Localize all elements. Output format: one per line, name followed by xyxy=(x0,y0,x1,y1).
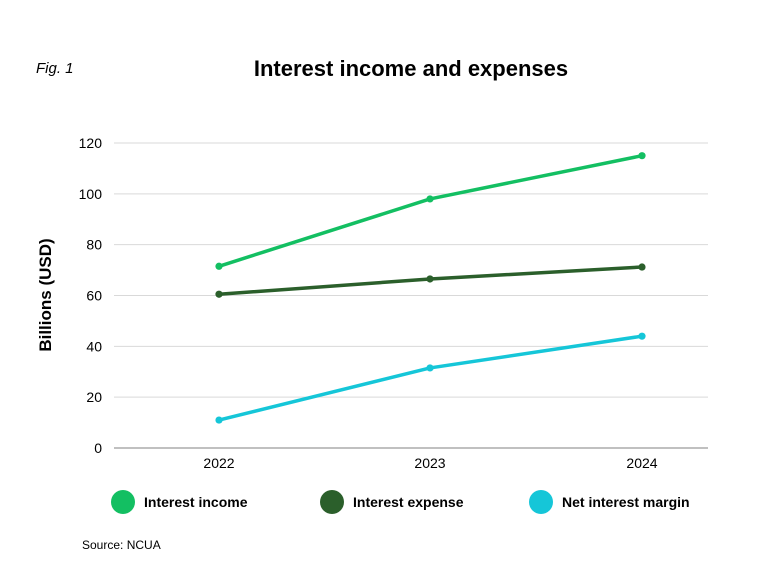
legend-swatch-interest-expense xyxy=(320,490,344,514)
y-axis-label: Billions (USD) xyxy=(36,238,55,351)
series-line-interest-income xyxy=(217,153,644,269)
y-tick-labels: 0 20 40 60 80 100 120 xyxy=(79,135,103,456)
data-point-net-interest-margin xyxy=(638,332,646,340)
series-interest-expense xyxy=(215,263,646,298)
y-tick-label: 80 xyxy=(86,237,102,253)
series-net-interest-margin xyxy=(215,332,646,424)
figure-label: Fig. 1 xyxy=(36,60,74,77)
legend-label: Net interest margin xyxy=(562,494,690,510)
legend-item-net-interest-margin: Net interest margin xyxy=(529,490,690,514)
x-tick-label: 2023 xyxy=(414,455,445,471)
x-tick-label: 2024 xyxy=(626,455,657,471)
legend-item-interest-expense: Interest expense xyxy=(320,490,464,514)
source-note: Source: NCUA xyxy=(82,538,161,552)
chart-title: Interest income and expenses xyxy=(253,56,569,81)
legend-swatch-interest-income xyxy=(111,490,135,514)
y-tick-label: 0 xyxy=(94,440,102,456)
legend-label: Interest income xyxy=(144,494,248,510)
gridlines xyxy=(114,142,708,449)
y-tick-label: 20 xyxy=(86,389,102,405)
data-point-interest-expense xyxy=(215,290,223,298)
x-tick-labels: 2022 2023 2024 xyxy=(203,455,657,471)
data-point-interest-income xyxy=(638,152,646,160)
y-tick-label: 100 xyxy=(79,186,103,202)
legend-label: Interest expense xyxy=(353,494,464,510)
y-tick-label: 40 xyxy=(86,338,102,354)
data-point-interest-expense xyxy=(638,263,646,271)
y-tick-label: 120 xyxy=(79,135,103,151)
series-line-net-interest-margin xyxy=(217,334,644,422)
data-point-net-interest-margin xyxy=(426,364,434,372)
data-point-interest-expense xyxy=(426,275,434,283)
x-tick-label: 2022 xyxy=(203,455,234,471)
data-point-net-interest-margin xyxy=(215,416,223,424)
y-tick-label: 60 xyxy=(86,288,102,304)
series-lines xyxy=(215,152,646,424)
series-interest-income xyxy=(215,152,646,270)
legend-swatch-net-interest-margin xyxy=(529,490,553,514)
legend-item-interest-income: Interest income xyxy=(111,490,247,514)
data-point-interest-income xyxy=(215,262,223,270)
data-point-interest-income xyxy=(426,195,434,203)
